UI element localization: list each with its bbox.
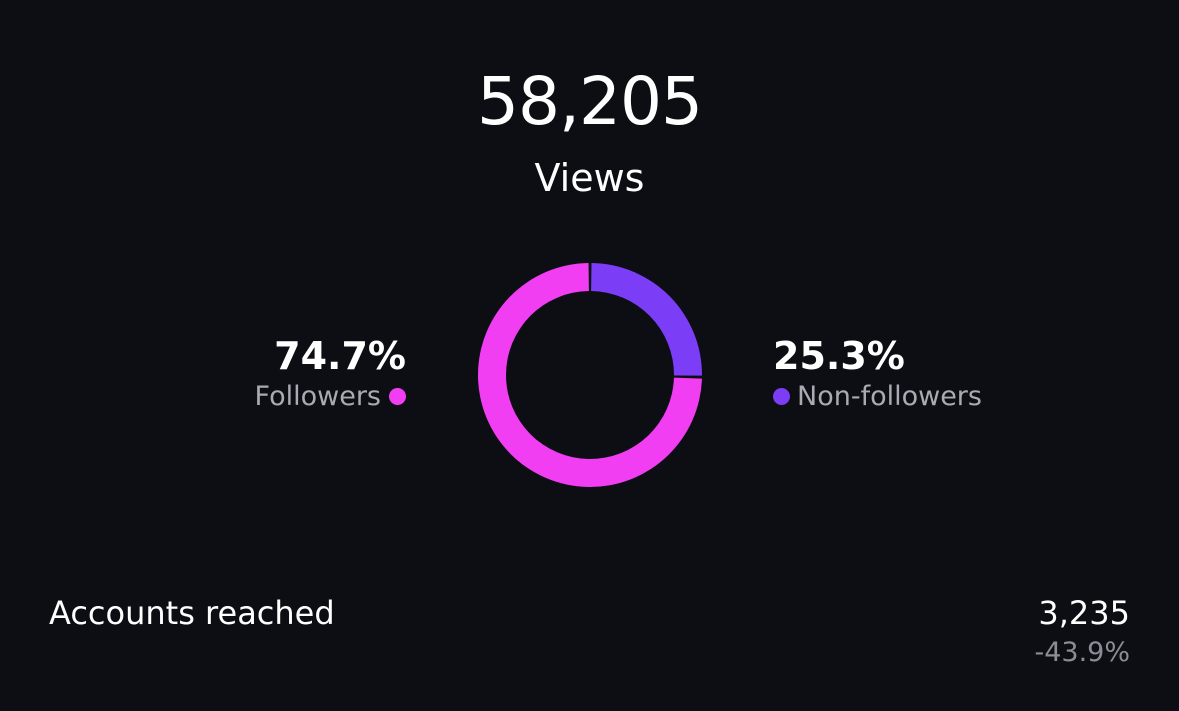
- views-count: 58,205: [477, 63, 703, 140]
- legend-non-followers: 25.3% Non-followers: [773, 332, 982, 414]
- accounts-reached-label: Accounts reached: [49, 594, 335, 632]
- followers-percent: 74.7%: [274, 334, 406, 378]
- accounts-reached-value: 3,235: [1038, 594, 1130, 632]
- audience-donut-chart: [478, 263, 702, 487]
- accounts-reached-change: -43.9%: [1034, 637, 1130, 668]
- legend-followers: 74.7% Followers: [255, 332, 406, 414]
- donut-slice-non-followers: [591, 263, 702, 376]
- views-label: Views: [534, 156, 645, 200]
- non-followers-label: Non-followers: [797, 381, 982, 412]
- followers-label: Followers: [254, 381, 381, 412]
- followers-dot-icon: [389, 388, 406, 405]
- non-followers-dot-icon: [773, 388, 790, 405]
- non-followers-percent: 25.3%: [773, 334, 905, 378]
